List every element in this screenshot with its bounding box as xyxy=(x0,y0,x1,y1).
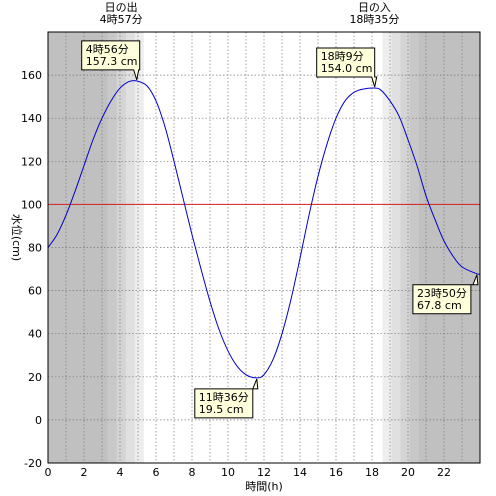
bg-band-6 xyxy=(382,32,392,463)
sunset-label: 日の入 xyxy=(358,1,391,14)
callout-box xyxy=(194,378,259,419)
day-night-background xyxy=(48,32,480,463)
bg-band-9 xyxy=(409,32,419,463)
x-tick-label: 22 xyxy=(437,466,451,479)
callout-level: 157.3 cm xyxy=(86,55,138,68)
tide-line xyxy=(47,79,481,379)
y-tick-label: 60 xyxy=(28,285,42,298)
y-tick-label: 140 xyxy=(21,112,42,125)
y-tick-label: -20 xyxy=(24,457,42,470)
y-tick-label: 100 xyxy=(21,198,42,211)
tick-labels: 0 2 4 6 8 10 12 14 16 18 20 22-20020406080100120140… xyxy=(21,69,451,479)
x-tick-label: 0 xyxy=(45,466,52,479)
callout-time: 18時9分 xyxy=(321,50,364,63)
callout-box xyxy=(412,274,479,315)
series-layer xyxy=(47,79,481,379)
plot-border xyxy=(47,31,481,464)
x-tick-label: 8 xyxy=(189,466,196,479)
y-tick-label: 80 xyxy=(28,242,42,255)
x-tick-label: 12 xyxy=(257,466,271,479)
callout-level: 154.0 cm xyxy=(321,62,373,75)
bg-band-8 xyxy=(400,32,410,463)
y-tick-label: 0 xyxy=(35,414,42,427)
bg-band-0 xyxy=(48,32,108,463)
y-tick-label: 40 xyxy=(28,328,42,341)
y-tick-label: 160 xyxy=(21,69,42,82)
sun-labels: 日の出 4時57分 日の入 18時35分 xyxy=(100,0,400,26)
callout-level: 19.5 cm xyxy=(199,403,244,416)
x-tick-label: 2 xyxy=(81,466,88,479)
x-axis-title: 時間(h) xyxy=(245,480,283,493)
x-tick-label: 16 xyxy=(329,466,343,479)
bg-band-10 xyxy=(418,32,480,463)
plot-frame xyxy=(47,31,481,464)
y-axis-title: 水位(cm) xyxy=(10,214,24,261)
x-tick-label: 18 xyxy=(365,466,379,479)
sunrise-time: 4時57分 xyxy=(100,13,143,26)
callout-time: 11時36分 xyxy=(199,391,249,404)
x-tick-label: 4 xyxy=(117,466,124,479)
callout-time: 23時50分 xyxy=(417,287,467,300)
bg-band-2 xyxy=(116,32,126,463)
y-tick-label: 20 xyxy=(28,371,42,384)
x-tick-label: 10 xyxy=(221,466,235,479)
x-tick-label: 20 xyxy=(401,466,415,479)
sunset-time: 18時35分 xyxy=(349,13,399,26)
callout-box xyxy=(316,47,378,88)
callout-time: 4時56分 xyxy=(86,43,129,56)
x-tick-label: 6 xyxy=(153,466,160,479)
sunrise-label: 日の出 xyxy=(105,0,138,14)
x-tick-label: 14 xyxy=(293,466,307,479)
callout-level: 67.8 cm xyxy=(417,299,462,312)
callout-box xyxy=(81,40,141,81)
y-tick-label: 120 xyxy=(21,155,42,168)
bg-band-3 xyxy=(125,32,135,463)
